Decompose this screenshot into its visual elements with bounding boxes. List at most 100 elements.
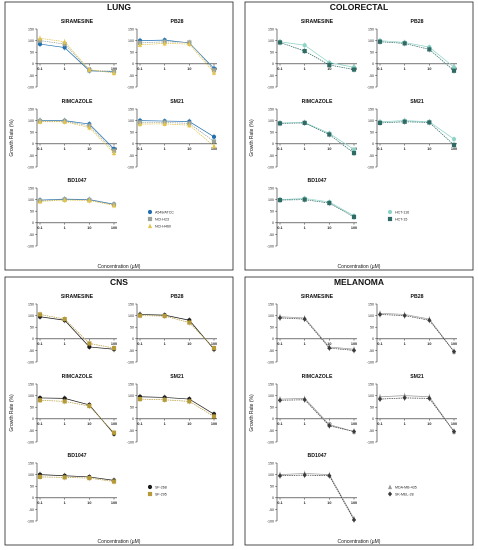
data-point: [187, 399, 192, 404]
y-tick-label: 150: [128, 107, 134, 111]
y-tick-label: -50: [369, 74, 374, 78]
y-tick-label: 0: [32, 221, 34, 225]
y-tick-label: 50: [30, 210, 34, 214]
x-tick-label: 0.1: [377, 342, 382, 346]
series-line: [279, 474, 355, 521]
panel-title: MELANOMA: [334, 277, 384, 287]
y-tick-label: 50: [370, 51, 374, 55]
x-tick-label: 1: [404, 67, 406, 71]
data-point: [62, 475, 67, 480]
panel-border: [244, 1, 474, 271]
y-tick-label: 150: [368, 302, 374, 306]
x-tick-label: 10: [87, 501, 91, 505]
series-line: [39, 43, 115, 73]
legend-marker: [147, 209, 153, 215]
panel-colorectal: COLORECTAL Growth Rate (%) Concentration (…: [244, 1, 474, 271]
series-line: [39, 199, 115, 206]
data-point: [137, 396, 143, 402]
y-tick-label: -50: [269, 154, 274, 158]
x-tick-label: 0.1: [37, 501, 42, 505]
x-tick-label: 10: [327, 147, 331, 151]
y-tick-label: 150: [368, 107, 374, 111]
series-line: [39, 316, 115, 350]
x-tick-label: 0.1: [37, 422, 42, 426]
x-tick-label: 100: [351, 501, 357, 505]
y-tick-label: 0: [132, 337, 134, 341]
x-tick-label: 100: [111, 501, 117, 505]
y-tick-label: 50: [370, 131, 374, 135]
series-line: [39, 120, 115, 152]
data-point: [351, 150, 357, 156]
x-tick-label: 0.1: [37, 147, 42, 151]
y-tick-label: 0: [132, 62, 134, 66]
x-tick-label: 1: [64, 501, 66, 505]
data-point: [351, 147, 357, 152]
series-line: [39, 198, 115, 205]
legend-marker: [387, 491, 393, 497]
series-line: [379, 120, 455, 140]
y-tick-label: 100: [128, 119, 134, 123]
x-tick-label: 100: [111, 422, 117, 426]
data-point: [37, 398, 43, 403]
y-tick-label: -50: [129, 74, 134, 78]
y-tick-label: 50: [270, 210, 274, 214]
y-tick-label: -100: [267, 360, 274, 364]
data-point: [87, 67, 92, 72]
legend-label: SK-MEL-28: [395, 492, 414, 496]
data-point: [427, 120, 432, 125]
series-line: [39, 397, 115, 435]
y-tick-label: 100: [368, 314, 374, 318]
data-point: [37, 119, 43, 124]
subplot-bd1047: BD1047 150 100 50 0 -50 -100 0.1 1 10 100: [267, 453, 357, 523]
y-tick-label: 50: [30, 131, 34, 135]
x-tick-label: 10: [427, 67, 431, 71]
legend-marker: [147, 216, 153, 222]
legend-label: SF-295: [155, 492, 167, 496]
y-tick-label: 100: [28, 473, 34, 477]
data-point: [302, 120, 307, 126]
data-point: [137, 313, 143, 318]
series-line: [279, 198, 355, 217]
y-tick-label: 150: [28, 186, 34, 190]
series-line: [139, 314, 215, 350]
data-point: [402, 395, 407, 401]
x-tick-label: 100: [451, 147, 457, 151]
y-tick-label: 150: [28, 302, 34, 306]
data-point: [451, 65, 457, 70]
y-tick-label: -100: [367, 440, 374, 444]
y-tick-label: 50: [370, 326, 374, 330]
data-point: [137, 42, 143, 47]
y-tick-label: -50: [29, 233, 34, 237]
x-axis-label: Concentration (µM): [98, 539, 141, 545]
x-tick-label: 0.1: [277, 342, 282, 346]
subplot-title: RIMCAZOLE: [62, 374, 93, 380]
y-tick-label: 100: [128, 394, 134, 398]
data-point: [87, 341, 92, 346]
x-tick-label: 100: [451, 342, 457, 346]
y-tick-label: 0: [32, 337, 34, 341]
y-tick-label: 50: [130, 51, 134, 55]
x-tick-label: 100: [111, 226, 117, 230]
x-tick-label: 10: [427, 422, 431, 426]
series-line: [279, 199, 355, 218]
subplot-title: SM21: [170, 99, 184, 105]
data-point: [87, 475, 92, 481]
data-point: [451, 142, 457, 148]
legend-marker: [147, 484, 153, 490]
y-tick-label: 50: [370, 406, 374, 410]
y-tick-label: 50: [30, 485, 34, 489]
data-point: [451, 429, 457, 435]
legend: A549/ATCC NCI-H23 NCI-H460: [147, 209, 174, 228]
data-point: [277, 473, 283, 479]
x-tick-label: 0.1: [277, 501, 282, 505]
x-tick-label: 1: [304, 67, 306, 71]
y-tick-label: 150: [368, 27, 374, 31]
x-tick-label: 0.1: [277, 226, 282, 230]
panel-title: CNS: [110, 277, 128, 287]
legend-marker: [387, 216, 393, 222]
panel-melanoma: MELANOMA Growth Rate (%) Concentration (µM…: [244, 276, 474, 546]
